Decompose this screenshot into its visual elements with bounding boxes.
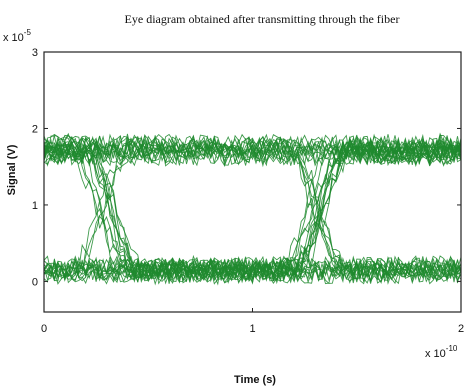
x-tick-label: 1 [249,323,255,335]
eye-trace [44,261,461,286]
chart-title: Eye diagram obtained after transmitting … [125,12,400,26]
eye-trace [44,143,461,285]
y-tick-label: 2 [32,123,38,135]
y-axis-label: Signal (V) [6,144,18,195]
eye-trace [44,135,461,280]
y-tick-label: 1 [32,200,38,212]
x-tick-label: 0 [41,323,47,335]
y-tick-label: 0 [32,276,38,288]
x-axis-label: Time (s) [234,374,276,386]
eye-trace [44,139,461,283]
x-multiplier: x 10-10 [425,344,458,360]
y-tick-label: 3 [32,47,38,59]
eye-trace [44,145,461,285]
eye-trace [44,132,461,157]
eye-trace [44,137,461,281]
eye-trace [44,142,461,283]
eye-trace [44,137,461,281]
eye-trace [44,142,461,285]
x-tick-label: 2 [458,323,464,335]
eye-trace [44,143,461,277]
y-multiplier: x 10-5 [3,28,31,44]
